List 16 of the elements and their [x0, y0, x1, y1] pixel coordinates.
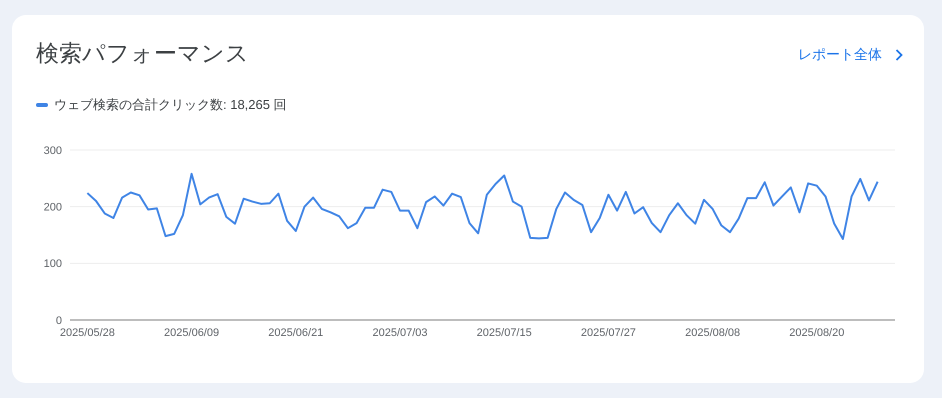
x-tick-label: 2025/08/20: [789, 326, 844, 339]
text: レポート全体: [798, 46, 882, 64]
line-series: [86, 172, 879, 240]
y-tick-label: 300: [44, 144, 62, 157]
chart-title: 検索パフォーマンス: [36, 39, 249, 68]
x-tick-label: 2025/06/09: [164, 326, 220, 339]
x-tick-label: 2025/07/15: [476, 326, 532, 339]
legend-label: ウェブ検索の合計クリック数: 18,265 回: [54, 96, 287, 114]
y-tick-label: 200: [44, 202, 62, 214]
x-tick-label: 2025/06/21: [268, 326, 324, 339]
y-tick-label: 0: [56, 314, 62, 327]
x-tick-label: 2025/07/27: [580, 326, 636, 339]
x-tick-label: 2025/05/28: [60, 326, 115, 339]
x-tick-label: 2025/07/03: [372, 326, 428, 339]
y-tick-label: 100: [44, 258, 62, 270]
x-tick-label: 2025/08/08: [685, 326, 740, 339]
